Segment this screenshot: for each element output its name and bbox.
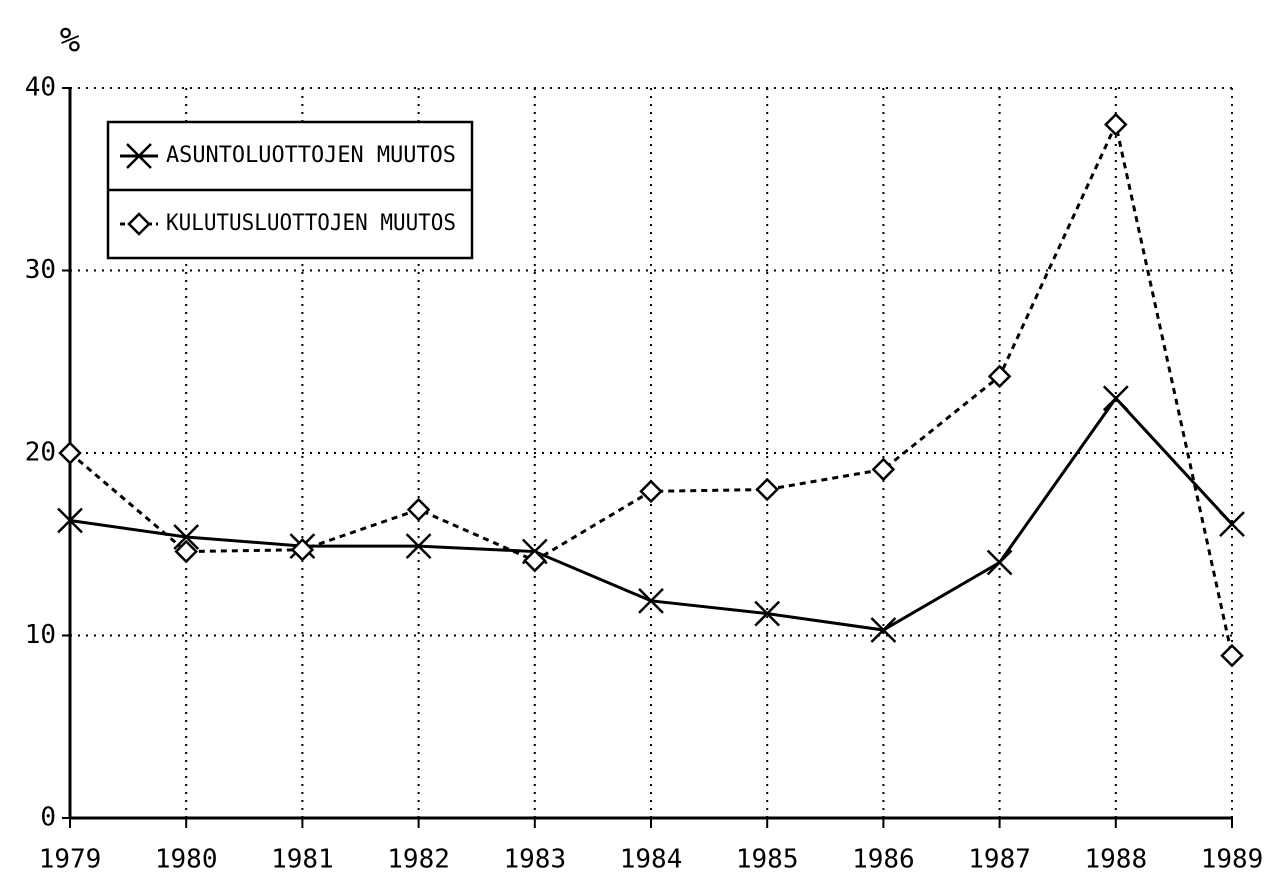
y-tick-label: 20 bbox=[25, 438, 56, 468]
point-marker bbox=[987, 364, 1012, 389]
x-tick-label: 1980 bbox=[155, 845, 218, 875]
x-tick-label: 1987 bbox=[968, 845, 1031, 875]
x-tick-label: 1988 bbox=[1084, 845, 1147, 875]
x-tick-label: 1986 bbox=[852, 845, 915, 875]
x-tick-label: 1989 bbox=[1201, 845, 1264, 875]
legend-marker bbox=[127, 212, 151, 236]
x-tick-label: 1985 bbox=[736, 845, 799, 875]
point-marker bbox=[870, 617, 897, 643]
x-tick-label: 1983 bbox=[503, 845, 566, 875]
y-tick-label: 30 bbox=[25, 255, 56, 285]
point-marker bbox=[639, 479, 663, 504]
x-tick-label: 1981 bbox=[271, 845, 334, 875]
point-marker bbox=[871, 457, 896, 482]
point-marker bbox=[173, 524, 200, 550]
legend-label: ASUNTOLUOTTOJEN MUUTOS bbox=[166, 143, 456, 168]
point-marker bbox=[523, 548, 547, 573]
point-marker bbox=[754, 600, 781, 627]
x-tick-label: 1979 bbox=[39, 845, 102, 875]
point-marker bbox=[1219, 511, 1245, 538]
y-tick-label: 40 bbox=[25, 73, 56, 103]
point-marker bbox=[58, 441, 82, 465]
point-marker bbox=[986, 549, 1013, 576]
legend-marker bbox=[126, 143, 152, 169]
y-tick-label: 10 bbox=[25, 620, 56, 650]
point-marker bbox=[1220, 643, 1244, 668]
legend-label: KULUTUSLUOTTOJEN MUUTOS bbox=[166, 211, 456, 236]
point-marker bbox=[406, 497, 431, 522]
point-marker bbox=[755, 477, 779, 502]
point-marker bbox=[1102, 385, 1129, 412]
point-marker bbox=[638, 587, 664, 614]
point-marker bbox=[290, 537, 315, 562]
point-marker bbox=[57, 507, 83, 534]
y-axis-label: % bbox=[60, 21, 80, 61]
y-tick-label: 0 bbox=[40, 803, 56, 833]
x-tick-label: 1984 bbox=[620, 845, 683, 875]
point-marker bbox=[1104, 112, 1128, 137]
point-marker bbox=[405, 533, 432, 559]
point-marker bbox=[174, 539, 198, 564]
x-tick-label: 1982 bbox=[387, 845, 450, 875]
